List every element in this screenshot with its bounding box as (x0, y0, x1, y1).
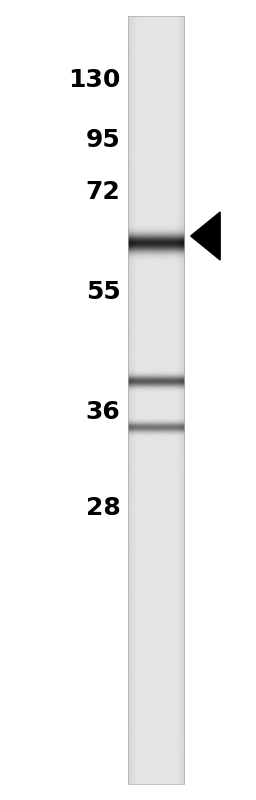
Text: 72: 72 (86, 180, 120, 204)
Text: 95: 95 (86, 128, 120, 152)
Polygon shape (191, 212, 220, 260)
Text: 130: 130 (68, 68, 120, 92)
Text: 28: 28 (86, 496, 120, 520)
Bar (128, 16, 184, 784)
Text: 36: 36 (86, 400, 120, 424)
Text: 55: 55 (86, 280, 120, 304)
